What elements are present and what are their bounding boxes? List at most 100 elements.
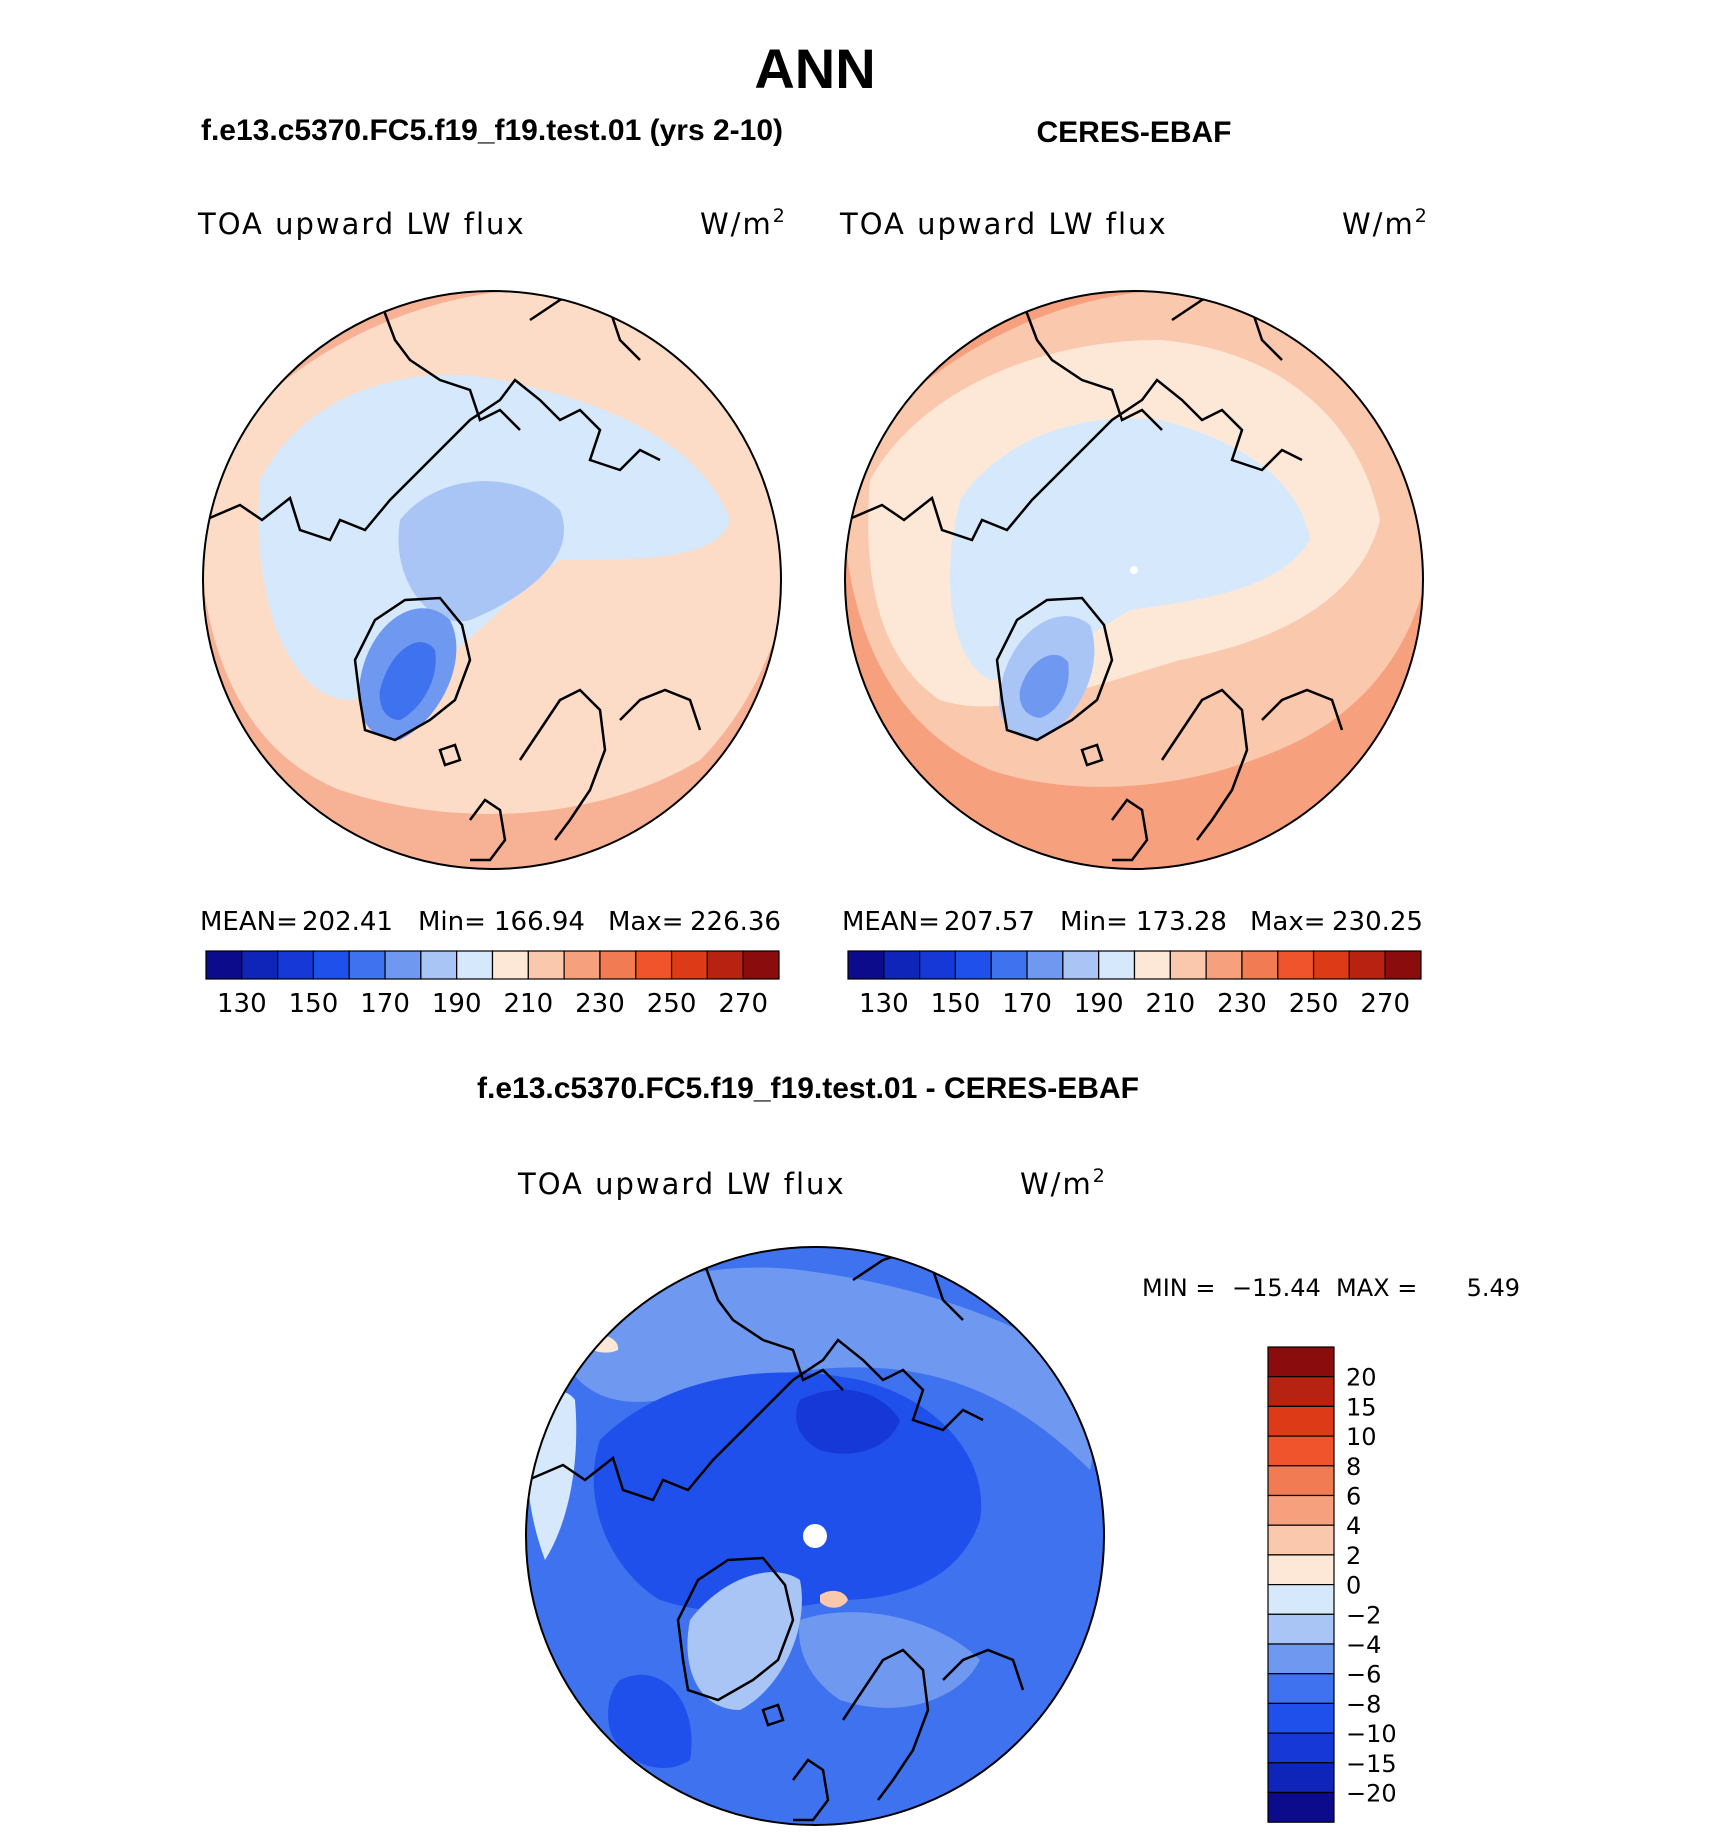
colorbar-a-tick-label: 250 (647, 989, 697, 1019)
panel-a-max-label: Max= (608, 907, 684, 937)
panel-a-variable: TOA upward LW flux (197, 207, 526, 241)
colorbar-b-swatch-1 (883, 950, 921, 980)
colorbar-c-swatch-9 (1267, 1613, 1335, 1645)
panel-a-min-value: 166.94 (494, 907, 585, 937)
map-c-field-greenland (687, 1572, 802, 1710)
panel-b-min-label: Min= (1060, 907, 1128, 937)
panel-a-title: f.e13.c5370.FC5.f19_f19.test.01 (yrs 2-1… (201, 114, 783, 147)
colorbar-c-tick-label: −2 (1346, 1601, 1381, 1629)
colorbar-a-tick-label: 130 (217, 989, 267, 1019)
colorbar-a-swatch-11 (599, 950, 637, 980)
panel-c-title: f.e13.c5370.FC5.f19_f19.test.01 - CERES-… (477, 1072, 1139, 1105)
panel-c-variable: TOA upward LW flux (517, 1167, 846, 1201)
colorbar-a-swatch-10 (563, 950, 601, 980)
colorbar-b-swatch-12 (1277, 950, 1315, 980)
panel-c-min-value: −15.44 (1232, 1274, 1321, 1302)
colorbar-b-swatch-0 (847, 950, 885, 980)
colorbar-a-tick-label: 190 (432, 989, 482, 1019)
colorbar-b-swatch-9 (1169, 950, 1207, 980)
colorbar-a-swatch-0 (205, 950, 243, 980)
colorbar-b-tick-label: 250 (1289, 989, 1339, 1019)
colorbar-c-tick-label: −15 (1346, 1750, 1397, 1778)
colorbar-c-swatch-6 (1267, 1524, 1335, 1556)
colorbar-c-tick-label: 6 (1346, 1483, 1361, 1511)
colorbar-a-swatch-1 (241, 950, 279, 980)
colorbar-b-tick-label: 150 (931, 989, 981, 1019)
colorbar-c-tick-label: 15 (1346, 1393, 1377, 1421)
panel-b-mean-value: 207.57 (944, 907, 1035, 937)
colorbar-a-swatch-7 (456, 950, 494, 980)
colorbar-c-swatch-1 (1267, 1376, 1335, 1407)
colorbar-b-swatch-3 (954, 950, 992, 980)
colorbar-b-swatch-7 (1098, 950, 1136, 980)
colorbar-a-swatch-13 (670, 950, 708, 980)
map-c-field-warm-spot (820, 1590, 848, 1608)
colorbar-c-swatch-15 (1267, 1791, 1335, 1823)
main-title: ANN (754, 37, 875, 100)
map-b-field-greenland-core (1019, 654, 1069, 718)
map-b-coastlines (846, 291, 1344, 862)
colorbar-a-tick-label: 170 (360, 989, 410, 1019)
panel-c-min-label: MIN = (1142, 1274, 1215, 1302)
colorbar-b-tick-label: 170 (1002, 989, 1052, 1019)
colorbar-c-tick-label: −4 (1346, 1631, 1381, 1659)
map-b-outline (844, 290, 1424, 870)
colorbar-c-swatch-3 (1267, 1435, 1335, 1467)
colorbar-c-tick-label: −20 (1346, 1780, 1397, 1808)
panel-a-min-label: Min= (418, 907, 486, 937)
colorbar-a-swatch-4 (348, 950, 386, 980)
panel-a-max-value: 226.36 (690, 907, 781, 937)
map-a-field-central (398, 481, 564, 622)
colorbar-a-tick-label: 230 (575, 989, 625, 1019)
panel-b-max-value: 230.25 (1332, 907, 1423, 937)
colorbar-a-swatch-15 (742, 950, 780, 980)
colorbar-a-tick-label: 270 (718, 989, 768, 1019)
colorbar-c-swatch-2 (1267, 1405, 1335, 1437)
panel-a-colorbar: 130 150 170 190 210 230 250 270 (205, 950, 780, 1019)
panel-b-mean-label: MEAN= (842, 907, 940, 937)
map-c-field-atlantic (799, 1612, 980, 1708)
colorbar-b-swatch-5 (1026, 950, 1064, 980)
colorbar-c-tick-label: −10 (1346, 1720, 1397, 1748)
colorbar-c-tick-label: 2 (1346, 1542, 1361, 1570)
map-b-field-arctic (950, 418, 1310, 680)
colorbar-a-swatch-3 (312, 950, 350, 980)
colorbar-c-swatch-7 (1267, 1554, 1335, 1586)
colorbar-c-tick-label: 20 (1346, 1364, 1377, 1392)
colorbar-b-tick-label: 230 (1217, 989, 1267, 1019)
panel-b-units: W/m2 (1342, 205, 1429, 241)
panel-c-max-value: 5.49 (1467, 1274, 1520, 1302)
colorbar-c-swatch-5 (1267, 1494, 1335, 1526)
colorbar-a-swatch-5 (384, 950, 422, 980)
panel-c-stats: MIN = −15.44 MAX = 5.49 (1142, 1274, 1520, 1302)
colorbar-c-swatch-0 (1267, 1346, 1335, 1378)
colorbar-b-swatch-6 (1062, 950, 1100, 980)
colorbar-b-swatch-15 (1384, 950, 1422, 980)
colorbar-c-tick-label: 8 (1346, 1453, 1361, 1481)
colorbar-c-swatch-11 (1267, 1673, 1335, 1704)
panel-a-mean-label: MEAN= (200, 907, 298, 937)
colorbar-a-swatch-6 (420, 950, 458, 980)
map-a-field-greenland-core (379, 642, 436, 720)
panel-a-map (202, 290, 782, 870)
colorbar-c-swatch-4 (1267, 1465, 1335, 1497)
colorbar-c-tick-label: −6 (1346, 1661, 1381, 1689)
panel-b-max-label: Max= (1250, 907, 1326, 937)
panel-b-colorbar: 130 150 170 190 210 230 250 270 (847, 950, 1422, 1019)
colorbar-b-tick-label: 210 (1145, 989, 1195, 1019)
colorbar-b-swatch-11 (1241, 950, 1279, 980)
colorbar-a-swatch-9 (527, 950, 565, 980)
panel-c-max-label: MAX = (1336, 1274, 1417, 1302)
colorbar-b-tick-label: 270 (1360, 989, 1410, 1019)
colorbar-a-swatch-8 (491, 950, 529, 980)
panel-a-units: W/m2 (700, 205, 787, 241)
colorbar-b-tick-label: 130 (859, 989, 909, 1019)
panel-c-map (525, 1246, 1105, 1826)
panel-b-stats: MEAN= 207.57 Min= 173.28 Max= 230.25 (842, 907, 1423, 937)
colorbar-b-swatch-14 (1348, 950, 1386, 980)
colorbar-b-tick-label: 190 (1074, 989, 1124, 1019)
colorbar-b-swatch-2 (919, 950, 957, 980)
colorbar-a-tick-label: 210 (503, 989, 553, 1019)
map-a-outline (202, 290, 782, 870)
